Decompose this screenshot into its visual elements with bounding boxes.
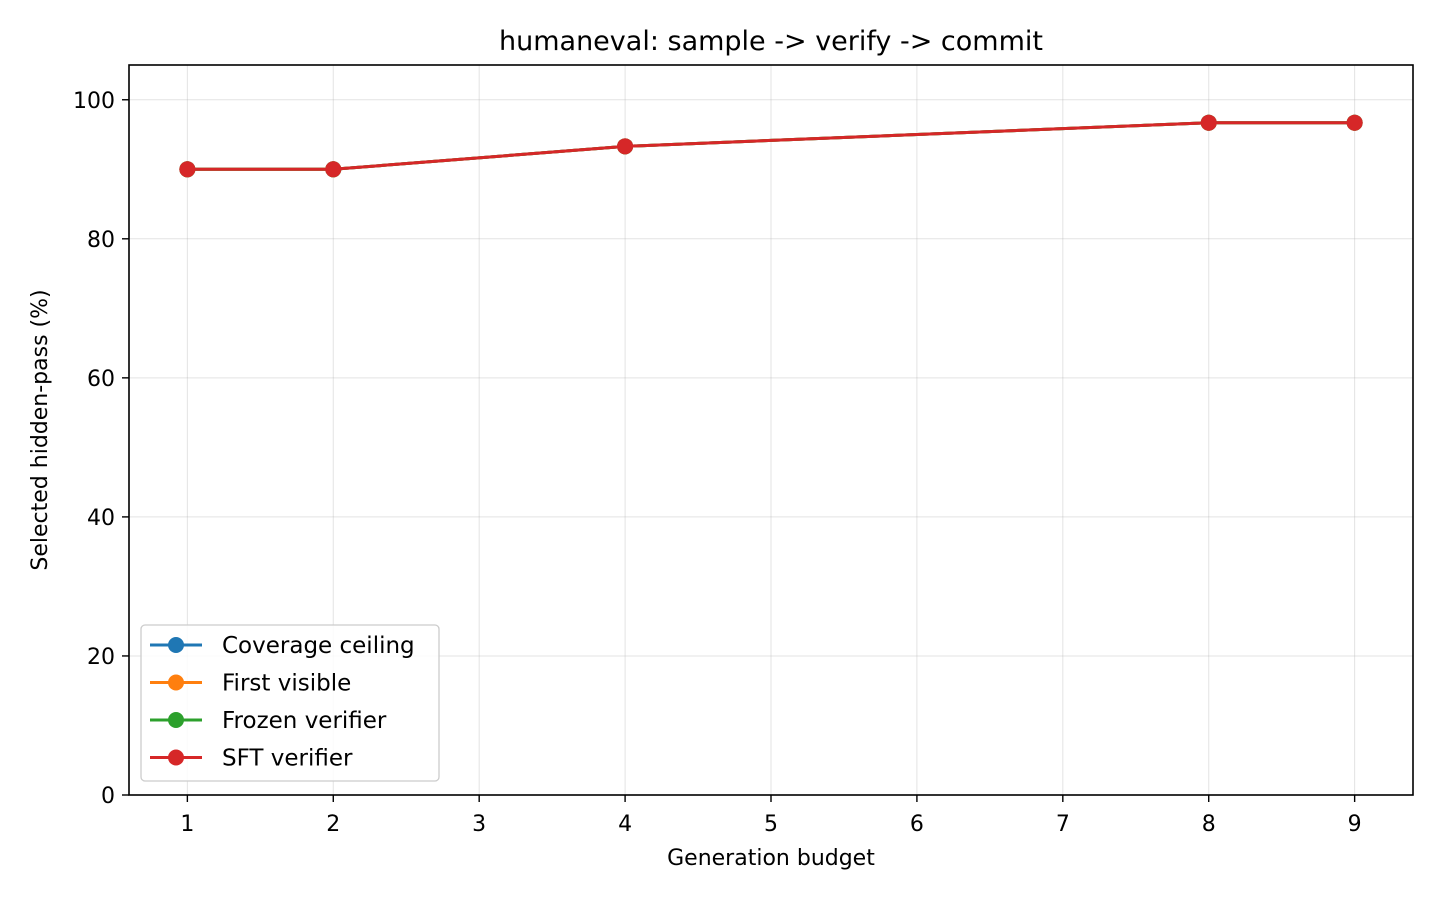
y-tick-label: 60 [87,367,115,392]
legend-item: SFT verifier [150,746,353,772]
x-tick-label: 6 [910,812,924,837]
series-layer [179,114,1363,178]
y-tick-label: 80 [87,228,115,253]
y-tick-label: 0 [101,784,115,809]
y-tick-label: 40 [87,506,115,531]
series-3 [179,114,1363,178]
data-point [617,138,634,155]
legend-box [140,624,440,782]
legend-label: First visible [222,671,351,697]
legend: Coverage ceiling First visible Frozen veri… [140,624,440,782]
data-point [1200,114,1217,131]
legend-marker [168,637,184,653]
legend-label: SFT verifier [222,746,353,772]
legend-label: Frozen verifier [222,708,387,734]
x-tick-label: 1 [180,812,194,837]
legend-item: First visible [150,671,351,697]
x-tick-label: 3 [472,812,486,837]
x-tick-label: 7 [1056,812,1070,837]
x-tick-label: 2 [326,812,340,837]
x-tick-label: 8 [1202,812,1216,837]
x-axis-label: Generation budget [667,846,875,871]
legend-marker [168,749,184,766]
y-tick-label: 100 [73,89,115,114]
legend-label: Coverage ceiling [222,633,415,659]
legend-item: Coverage ceiling [150,633,415,659]
data-point [1346,114,1363,131]
y-tick-label: 20 [87,645,115,670]
data-point [179,161,196,178]
x-tick-label: 5 [764,812,778,837]
legend-marker [168,712,184,728]
legend-marker [168,674,184,691]
data-point [325,161,342,178]
x-tick-label: 9 [1348,812,1362,837]
x-tick-label: 4 [618,812,632,837]
legend-item: Frozen verifier [150,708,387,734]
y-axis-label: Selected hidden-pass (%) [28,289,53,570]
chart-title: humaneval: sample -> verify -> commit [499,26,1043,57]
axis-ticks: 1 2 3 4 5 6 7 8 9 0 20 40 60 80 100 [73,89,1362,837]
